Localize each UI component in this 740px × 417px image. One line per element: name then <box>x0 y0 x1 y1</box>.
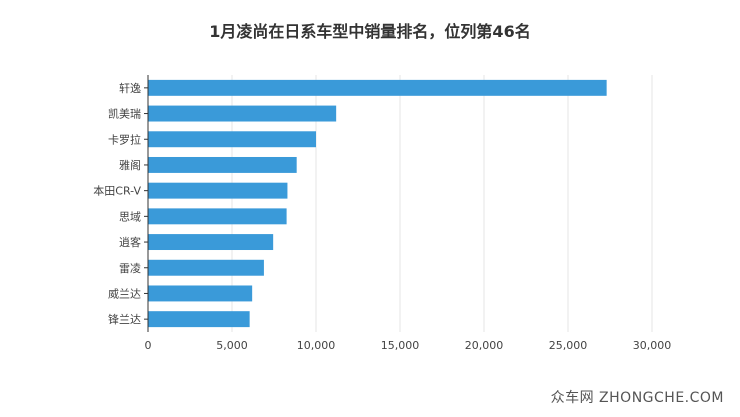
bar <box>148 259 264 276</box>
x-tick-label: 0 <box>145 339 152 352</box>
x-tick-label: 10,000 <box>297 339 336 352</box>
y-category-label: 凯美瑞 <box>108 107 141 121</box>
bar <box>148 79 607 96</box>
y-category-label: 卡罗拉 <box>108 132 141 146</box>
bar <box>148 156 297 173</box>
bar <box>148 234 274 251</box>
bar <box>148 131 316 148</box>
x-tick-label: 30,000 <box>633 339 672 352</box>
bars <box>148 79 607 328</box>
bar <box>148 105 337 122</box>
y-category-label: 锋兰达 <box>108 313 141 326</box>
y-category-label: 雷凌 <box>119 261 141 275</box>
y-category-label: 轩逸 <box>119 81 141 95</box>
bar <box>148 311 250 328</box>
y-category-label: 威兰达 <box>108 287 141 300</box>
y-category-label: 逍客 <box>119 235 141 249</box>
y-category-label: 思域 <box>119 210 141 223</box>
chart-title: 1月凌尚在日系车型中销量排名，位列第46名 <box>209 22 531 41</box>
x-tick-label: 25,000 <box>549 339 588 352</box>
bar <box>148 208 287 225</box>
bar <box>148 182 288 199</box>
y-category-label: 本田CR-V <box>93 184 141 198</box>
bar <box>148 285 253 302</box>
x-tick-label: 15,000 <box>381 339 420 352</box>
x-tick-label: 5,000 <box>216 339 248 352</box>
x-tick-label: 20,000 <box>465 339 504 352</box>
axes: 0 5,000 10,000 15,000 20,000 25,000 30,000 轩逸凯美… <box>93 75 671 352</box>
y-category-label: 雅阁 <box>119 158 141 172</box>
watermark: 众车网 ZHONGCHE.COM <box>550 390 724 406</box>
